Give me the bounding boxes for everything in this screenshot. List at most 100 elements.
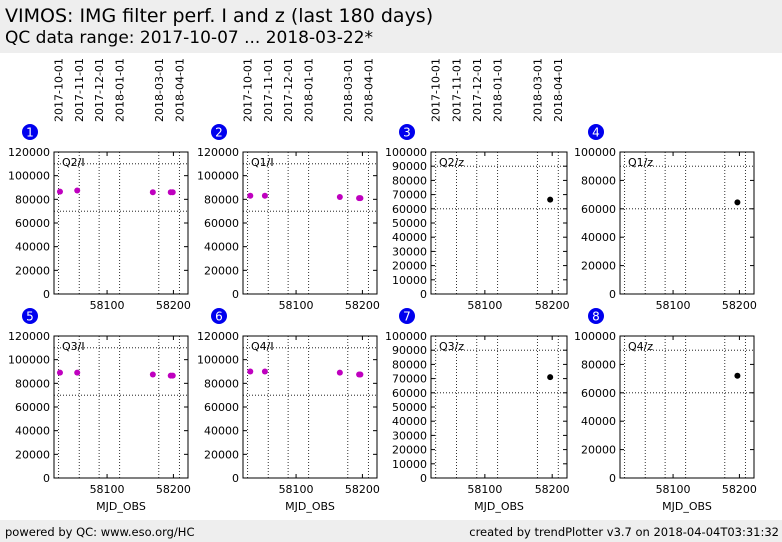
x-tick-label: 58200: [156, 483, 191, 496]
x-tick-label: 58100: [90, 299, 125, 312]
data-point: [734, 199, 741, 206]
y-tick-label: 20000: [204, 264, 239, 277]
page-subtitle: QC data range: 2017-10-07 ... 2018-03-22…: [5, 28, 374, 48]
date-label: 2018-03-01: [531, 58, 544, 122]
y-tick-label: 20000: [581, 444, 616, 457]
y-tick-label: 50000: [392, 217, 427, 230]
y-tick-label: 40000: [204, 241, 239, 254]
panel-badge: [588, 308, 604, 324]
date-label: 2018-01-01: [492, 58, 505, 122]
x-tick-label: 58100: [90, 483, 125, 496]
y-tick-label: 30000: [392, 429, 427, 442]
page-title: VIMOS: IMG filter perf. I and z (last 18…: [5, 5, 434, 27]
y-tick-label: 40000: [204, 425, 239, 438]
date-label: 2018-01-01: [114, 58, 127, 122]
data-point: [336, 369, 343, 376]
y-tick-label: 0: [420, 288, 427, 301]
y-tick-label: 100000: [197, 354, 239, 367]
panel-badge: [211, 308, 227, 324]
y-tick-label: 120000: [197, 330, 239, 343]
y-tick-label: 0: [232, 472, 239, 485]
panel-badge: [399, 124, 415, 140]
panel-label: Q2/z: [439, 156, 464, 169]
footer-credit: powered by QC: www.eso.org/HC: [5, 525, 195, 539]
panel-1: 0 20000 40000 60000 80000 100000 120000 58100 58…: [8, 58, 191, 312]
data-point: [357, 195, 364, 202]
plot-frame: [242, 151, 378, 295]
x-tick-label: 58100: [467, 299, 502, 312]
panel-label: Q2/I: [62, 156, 85, 169]
plot-frame: [53, 335, 189, 479]
y-tick-label: 60000: [204, 401, 239, 414]
y-tick-label: 40000: [581, 415, 616, 428]
data-point: [74, 187, 81, 194]
y-tick-label: 0: [43, 472, 50, 485]
date-label: 2017-10-01: [242, 58, 255, 122]
data-point: [547, 374, 554, 381]
panel-badge-number: 3: [403, 126, 411, 140]
plot-frame: [430, 151, 568, 295]
x-axis-label: MJD_OBS: [662, 500, 712, 513]
y-tick-label: 100000: [8, 354, 50, 367]
data-point: [169, 372, 176, 379]
data-point: [261, 192, 268, 199]
plot-frame: [53, 151, 189, 295]
panel-4: 0 20000 40000 60000 80000 100000 58100 58200 Q1/…: [574, 124, 757, 312]
y-tick-label: 60000: [392, 387, 427, 400]
panel-badge: [211, 124, 227, 140]
page-footer: powered by QC: www.eso.org/HC created by…: [0, 520, 782, 542]
y-tick-label: 100000: [8, 170, 50, 183]
y-tick-label: 0: [420, 472, 427, 485]
data-point: [247, 192, 254, 199]
y-tick-label: 10000: [392, 458, 427, 471]
y-tick-label: 0: [43, 288, 50, 301]
y-tick-label: 80000: [15, 377, 50, 390]
x-axis-label: MJD_OBS: [96, 500, 146, 513]
data-point: [336, 193, 343, 200]
y-tick-label: 100000: [197, 170, 239, 183]
y-tick-label: 100000: [574, 146, 616, 159]
plot-frame: [430, 335, 568, 479]
y-tick-label: 60000: [15, 217, 50, 230]
date-label: 2018-04-01: [362, 58, 375, 122]
date-label: 2017-11-01: [73, 58, 86, 122]
y-tick-label: 40000: [392, 231, 427, 244]
y-tick-label: 100000: [574, 330, 616, 343]
y-tick-label: 0: [609, 288, 616, 301]
y-tick-label: 90000: [392, 344, 427, 357]
y-tick-label: 0: [609, 472, 616, 485]
y-tick-label: 50000: [392, 401, 427, 414]
y-tick-label: 80000: [204, 377, 239, 390]
x-tick-label: 58100: [279, 299, 314, 312]
date-label: 2017-10-01: [430, 58, 443, 122]
date-label: 2018-04-01: [552, 58, 565, 122]
y-tick-label: 40000: [392, 415, 427, 428]
data-point: [74, 369, 81, 376]
footer-created: created by trendPlotter v3.7 on 2018-04-…: [469, 525, 779, 539]
data-point: [261, 368, 268, 375]
y-tick-label: 60000: [581, 203, 616, 216]
panel-8: 0 20000 40000 60000 80000 100000 58100 58200 MJD…: [574, 308, 757, 513]
y-tick-label: 40000: [581, 231, 616, 244]
date-label: 2018-03-01: [342, 58, 355, 122]
plot-frame: [619, 335, 755, 479]
data-point: [357, 371, 364, 378]
date-label: 2017-11-01: [262, 58, 275, 122]
panel-label: Q4/z: [628, 340, 653, 353]
panel-6: 0 20000 40000 60000 80000 100000 120000 58100 58…: [197, 308, 380, 513]
panel-label: Q4/I: [251, 340, 274, 353]
x-tick-label: 58100: [467, 483, 502, 496]
x-tick-label: 58200: [722, 483, 757, 496]
y-tick-label: 30000: [392, 245, 427, 258]
y-tick-label: 120000: [8, 146, 50, 159]
date-label: 2018-04-01: [173, 58, 186, 122]
panel-badge: [22, 124, 38, 140]
x-tick-label: 58200: [156, 299, 191, 312]
y-tick-label: 40000: [15, 425, 50, 438]
y-tick-label: 20000: [392, 444, 427, 457]
plot-frame: [242, 335, 378, 479]
panel-badge-number: 5: [26, 310, 34, 324]
y-tick-label: 70000: [392, 373, 427, 386]
